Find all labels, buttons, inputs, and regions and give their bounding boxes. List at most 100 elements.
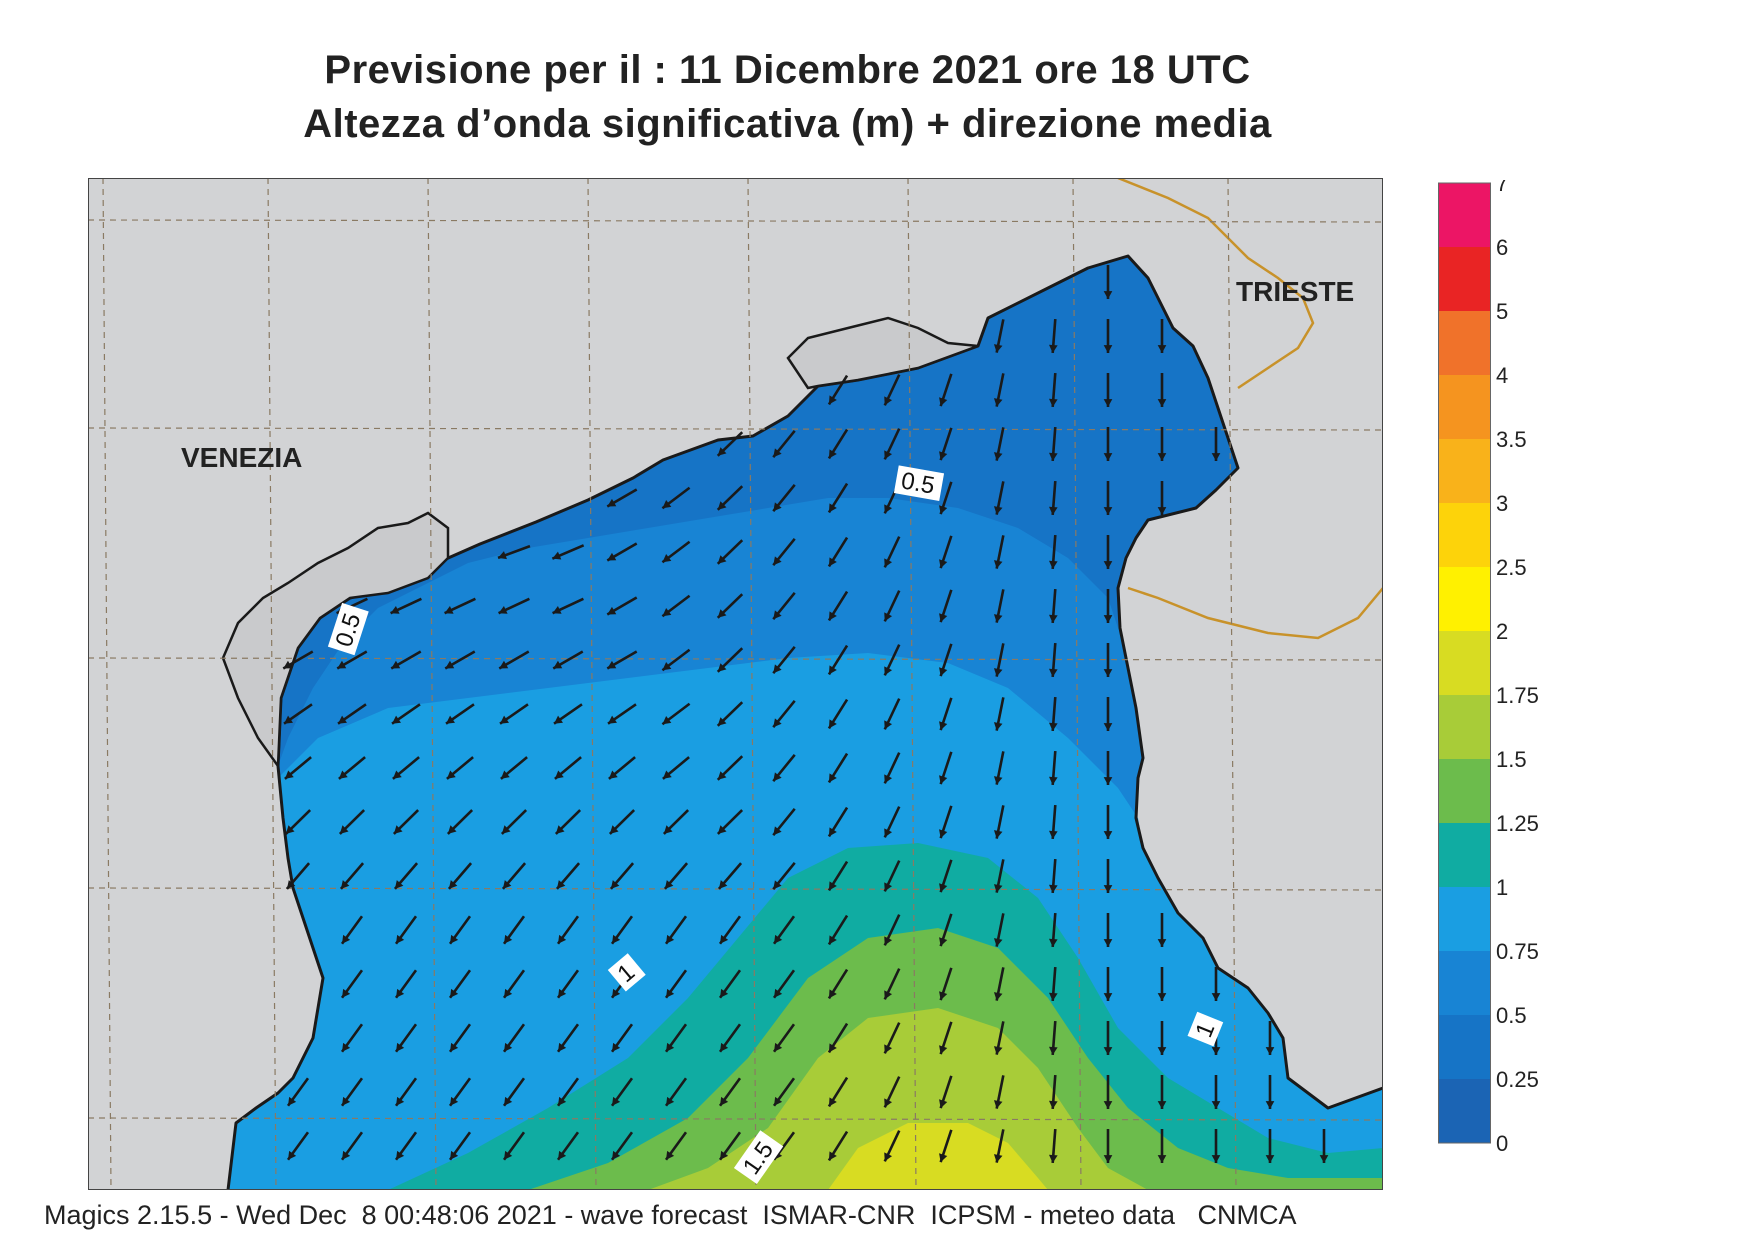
wave-arrow-head xyxy=(283,660,293,669)
coastline-west xyxy=(226,765,325,1190)
wave-arrow-head xyxy=(1103,993,1113,1001)
wave-arrow-head xyxy=(828,881,837,891)
title-line-2: Altezza d’onda significativa (m) + direz… xyxy=(303,102,1272,146)
wave-arrow-head xyxy=(342,1042,351,1052)
wave-arrow-head xyxy=(666,1042,675,1052)
wave-arrow-head xyxy=(720,934,729,944)
graticule-meridian xyxy=(1227,178,1237,1190)
wave-arrow-head xyxy=(450,1042,459,1052)
wave-arrow-head xyxy=(1103,399,1113,407)
wave-arrow-head xyxy=(1157,345,1167,353)
wave-arrow-head xyxy=(828,503,837,513)
wave-arrow-head xyxy=(504,1150,513,1160)
wave-arrow-head xyxy=(939,667,948,677)
wave-arrow-head xyxy=(664,880,674,889)
wave-arrow-head xyxy=(939,1099,948,1109)
wave-arrow-head xyxy=(828,1151,837,1161)
wave-arrow-head xyxy=(939,1045,948,1055)
wave-arrow-head xyxy=(607,606,617,615)
city-label-trieste: TRIESTE xyxy=(1236,276,1354,307)
wave-arrow-head xyxy=(939,613,948,623)
wave-arrow-head xyxy=(284,770,294,779)
legend-frame xyxy=(1438,182,1491,1144)
legend-band xyxy=(1438,567,1490,631)
wave-arrow-head xyxy=(884,936,893,946)
legend-label: 1.25 xyxy=(1496,811,1539,836)
wave-arrow-head xyxy=(552,605,562,614)
wave-arrow-head xyxy=(1103,885,1113,893)
wave-arrow-head xyxy=(828,449,837,459)
wave-arrow-head xyxy=(662,716,672,725)
legend-label: 3.5 xyxy=(1496,427,1527,452)
wave-arrow-head xyxy=(720,988,729,998)
wave-arrow-head xyxy=(718,880,728,889)
wave-arrow-head xyxy=(1211,993,1221,1001)
wave-arrow-head xyxy=(1103,669,1113,677)
legend-band xyxy=(1438,503,1490,567)
graticule-parallel xyxy=(88,219,1383,223)
wave-arrow-head xyxy=(993,1100,1003,1109)
wave-arrow-head xyxy=(993,398,1003,407)
wave-arrow-head xyxy=(1265,1155,1275,1163)
wave-arrow-head xyxy=(663,825,673,834)
wave-arrow-head xyxy=(1157,399,1167,407)
wave-arrow-head xyxy=(607,498,617,507)
wave-arrow-head xyxy=(884,990,893,1000)
legend-label: 2.5 xyxy=(1496,555,1527,580)
wave-arrow-head xyxy=(392,715,401,724)
wave-arrow-head xyxy=(607,552,617,561)
wave-arrow-head xyxy=(1049,992,1058,1001)
wave-arrow-head xyxy=(286,880,296,889)
wave-arrow-head xyxy=(609,825,619,834)
wave-arrow-head xyxy=(717,717,727,726)
wave-arrow-head xyxy=(338,715,347,724)
footer-credits: Magics 2.15.5 - Wed Dec 8 00:48:06 2021 … xyxy=(44,1200,1297,1230)
wave-arrow-head xyxy=(1103,507,1113,515)
wave-arrow-head xyxy=(554,770,564,779)
wave-arrow-head xyxy=(393,825,403,834)
graticule-meridian xyxy=(747,178,757,1190)
wave-arrow-head xyxy=(773,556,782,566)
wave-arrow-head xyxy=(666,1096,675,1106)
wave-arrow-head xyxy=(612,1096,621,1106)
wave-arrow-head xyxy=(390,605,400,614)
wave-arrow-head xyxy=(939,505,948,515)
legend-band xyxy=(1438,247,1490,311)
sea-area xyxy=(221,178,1383,1190)
wave-arrow-head xyxy=(662,662,672,671)
wave-arrow-head xyxy=(1049,938,1058,947)
wave-arrow-head xyxy=(717,771,727,780)
wave-arrow-head xyxy=(504,988,513,998)
country-border-2 xyxy=(1127,586,1383,640)
wave-arrow-head xyxy=(774,1096,783,1106)
legend-label: 0.25 xyxy=(1496,1067,1539,1092)
wave-arrow-head xyxy=(396,1042,405,1052)
wave-arrow-head xyxy=(939,1153,948,1163)
wave-arrow-head xyxy=(340,880,350,889)
wave-arrow-head xyxy=(554,715,563,724)
wave-arrow-head xyxy=(717,825,727,834)
wave-arrow-head xyxy=(504,1042,513,1052)
wave-arrow-head xyxy=(884,1098,893,1108)
legend-band xyxy=(1438,375,1490,439)
band-025-05 xyxy=(278,256,1238,766)
wave-arrow-head xyxy=(608,770,618,779)
wave-arrow-head xyxy=(394,880,404,889)
wave-arrow-head xyxy=(1049,344,1058,353)
wave-arrow-head xyxy=(884,774,893,784)
wave-arrow-head xyxy=(504,934,513,944)
wave-arrow-head xyxy=(502,880,512,889)
wave-arrow-head xyxy=(666,1150,675,1160)
wave-arrow-head xyxy=(500,770,510,779)
wave-arrow-head xyxy=(498,551,507,560)
wave-arrow-head xyxy=(773,502,782,512)
wave-arrow-head xyxy=(558,1042,567,1052)
wave-arrow-head xyxy=(396,1096,405,1106)
wave-arrow-head xyxy=(558,988,567,998)
wave-arrow-head xyxy=(1049,1100,1058,1109)
wave-arrow-head xyxy=(884,558,893,568)
wave-arrow-head xyxy=(612,988,621,998)
wave-arrow-head xyxy=(1049,668,1058,677)
coastline xyxy=(276,254,1383,1110)
wave-arrow-head xyxy=(338,770,348,779)
